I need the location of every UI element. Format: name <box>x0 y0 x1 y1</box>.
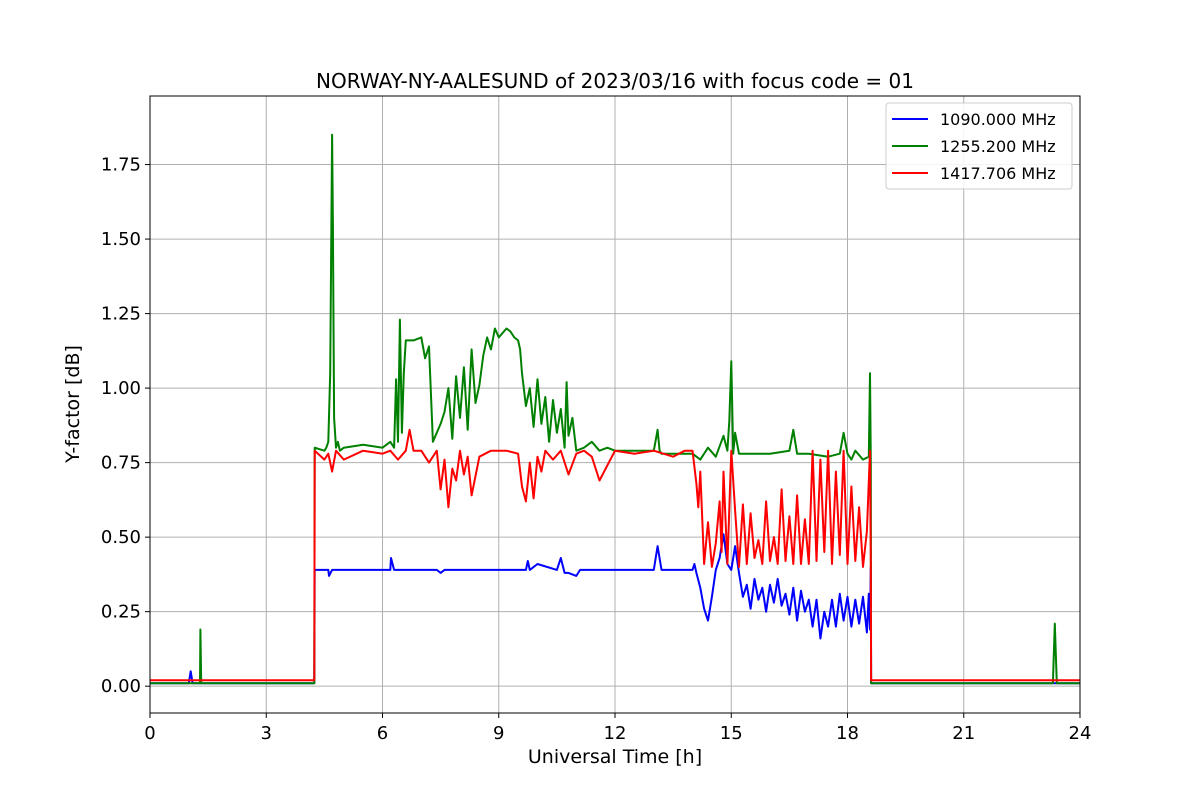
y-tick-label: 0.25 <box>101 602 141 623</box>
x-tick-label: 6 <box>377 723 388 744</box>
series-layer <box>150 133 1080 685</box>
series-line-1 <box>150 533 1080 685</box>
legend-label: 1255.200 MHz <box>940 137 1056 156</box>
y-tick-label: 0.75 <box>101 453 141 474</box>
legend-label: 1417.706 MHz <box>940 164 1056 183</box>
x-axis-label: Universal Time [h] <box>528 746 702 768</box>
y-axis-label: Y-factor [dB] <box>62 345 84 464</box>
legend-box <box>885 102 1073 190</box>
y-tick-label: 1.00 <box>101 378 141 399</box>
x-tick-label: 18 <box>836 723 859 744</box>
series-line-2 <box>150 133 1080 685</box>
x-tick-label: 15 <box>720 723 743 744</box>
x-tick-label: 9 <box>493 723 504 744</box>
y-tick-label: 0.00 <box>101 676 141 697</box>
y-axis: 0.00 0.25 0.50 0.75 1.00 1.25 1.50 1.75 <box>101 155 150 697</box>
x-tick-label: 0 <box>144 723 155 744</box>
x-tick-label: 3 <box>261 723 272 744</box>
x-tick-label: 12 <box>604 723 627 744</box>
y-tick-label: 0.50 <box>101 527 141 548</box>
series-line-3 <box>150 428 1080 682</box>
legend-label: 1090.000 MHz <box>940 110 1056 129</box>
x-tick-label: 24 <box>1069 723 1092 744</box>
x-tick-label: 21 <box>952 723 975 744</box>
y-tick-label: 1.25 <box>101 304 141 325</box>
legend: 1090.000 MHz 1255.200 MHz 1417.706 MHz <box>885 102 1073 190</box>
chart-title: NORWAY-NY-AALESUND of 2023/03/16 with fo… <box>316 69 914 93</box>
y-tick-label: 1.75 <box>101 155 141 176</box>
y-tick-label: 1.50 <box>101 229 141 250</box>
x-axis: 0 3 6 9 12 15 18 21 24 <box>144 713 1091 744</box>
